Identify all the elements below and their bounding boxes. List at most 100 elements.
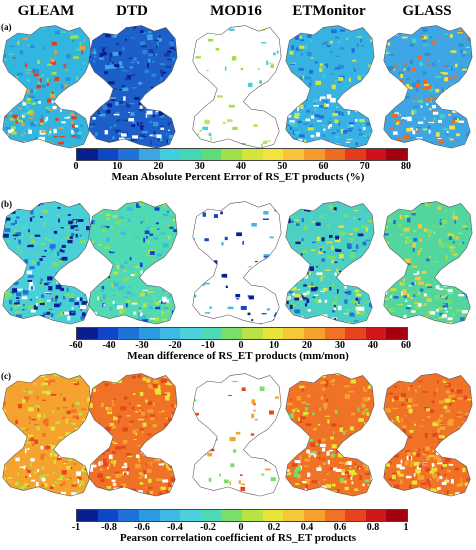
map-pixel-patch [314,114,320,118]
map-pixel-patch [172,268,175,273]
map-pixel-patch [438,38,442,40]
map-pixel-patch [412,130,416,135]
map-pixel-patch [88,246,93,251]
map-pixel-patch [301,387,304,392]
map-pixel-patch [456,414,460,416]
map-pixel-patch [343,129,348,134]
map-pixel-patch [309,39,313,43]
map-pixel-patch [177,462,179,464]
map-pixel-patch [58,142,64,145]
map-pixel-patch [384,34,389,39]
map-pixel-patch [146,301,150,305]
map-pixel-patch [15,316,18,321]
map-pixel-patch [199,129,202,132]
map-pixel-patch [125,103,131,108]
map-pixel-patch [9,104,12,109]
map-pixel-patch [414,302,420,305]
colorbar-tick-label: -40 [102,340,116,351]
map-pixel-patch [2,259,3,263]
map-pixel-patch [135,464,141,469]
map-pixel-patch [26,489,29,493]
map-pixel-patch [48,308,53,310]
map-pixel-patch [147,31,152,34]
map-pixel-patch [367,484,371,487]
map-pixel-patch [348,442,351,445]
map-pixel-patch [48,144,51,149]
map-pixel-patch [285,494,291,497]
map-pixel-patch [240,305,247,310]
map-pixel-patch [324,299,328,303]
map-pixel-patch [355,142,359,146]
map-pixel-patch [276,463,280,467]
map-pixel-patch [110,227,114,229]
map-pixel-patch [349,233,353,235]
map-pixel-patch [29,113,32,116]
map-pixel-patch [339,29,346,32]
map-pixel-patch [306,493,309,497]
map-pixel-patch [355,310,359,312]
map-pixel-patch [141,430,144,434]
map-pixel-patch [384,322,388,325]
colorbar-segment [200,510,222,521]
map-pixel-patch [113,463,116,467]
map-pixel-patch [59,136,65,138]
map-pixel-patch [393,454,400,458]
map-pixel-patch [436,275,441,278]
map-pixel-patch [208,477,212,482]
map-pixel-patch [132,121,136,124]
map-pixel-patch [25,448,27,454]
map-pixel-patch [93,388,96,393]
map-pixel-patch [88,373,92,374]
map-pixel-patch [331,444,337,449]
map-pixel-patch [436,388,438,392]
map-pixel-patch [344,471,350,475]
map-pixel-patch [220,462,223,466]
map-pixel-patch [310,134,315,138]
map-pixel-patch [3,201,10,205]
map-pixel-patch [462,241,465,245]
map-pixel-patch [46,81,49,87]
map-pixel-patch [113,304,120,306]
map-pixel-patch [88,285,90,290]
map-pixel-patch [416,453,421,457]
map-pixel-patch [331,383,335,385]
map-pixel-patch [329,235,333,238]
map-pixel-patch [254,261,258,263]
map-pixel-patch [15,419,19,421]
map-pixel-patch [154,457,161,462]
map-pixel-patch [290,472,294,474]
map-pixel-patch [161,487,165,489]
map-pixel-patch [291,122,298,127]
map-pixel-patch [396,304,403,306]
map-pixel-patch [419,316,424,322]
map-pixel-patch [412,211,416,213]
map-pixel-patch [152,146,156,149]
map-pixel-patch [95,131,99,136]
map-pixel-patch [465,144,472,147]
map-pixel-patch [112,300,115,305]
colorbar-title-b: Mean difference of RS_ET products (mm/mo… [127,350,349,362]
map-pixel-patch [137,457,141,463]
map-pixel-patch [364,472,371,475]
map-pixel-patch [47,276,53,281]
map-pixel-patch [442,72,448,75]
map-pixel-patch [120,473,124,476]
map-pixel-patch [142,292,148,297]
map-pixel-patch [80,239,86,244]
map-pixel-patch [226,119,233,122]
map-pixel-patch [125,78,131,81]
map-pixel-patch [60,31,66,33]
map-pixel-patch [383,288,389,292]
map-pixel-patch [92,461,94,465]
map-pixel-patch [59,260,64,264]
map-pixel-patch [473,445,474,449]
map-pixel-patch [468,460,471,464]
map-pixel-patch [88,272,90,277]
map-pixel-patch [320,277,323,282]
map-pixel-patch [370,140,373,144]
map-pixel-patch [410,127,414,131]
map-pixel-patch [160,63,165,65]
map-pixel-patch [331,210,336,213]
map-pixel-patch [380,275,382,279]
map-pixel-patch [228,318,234,321]
